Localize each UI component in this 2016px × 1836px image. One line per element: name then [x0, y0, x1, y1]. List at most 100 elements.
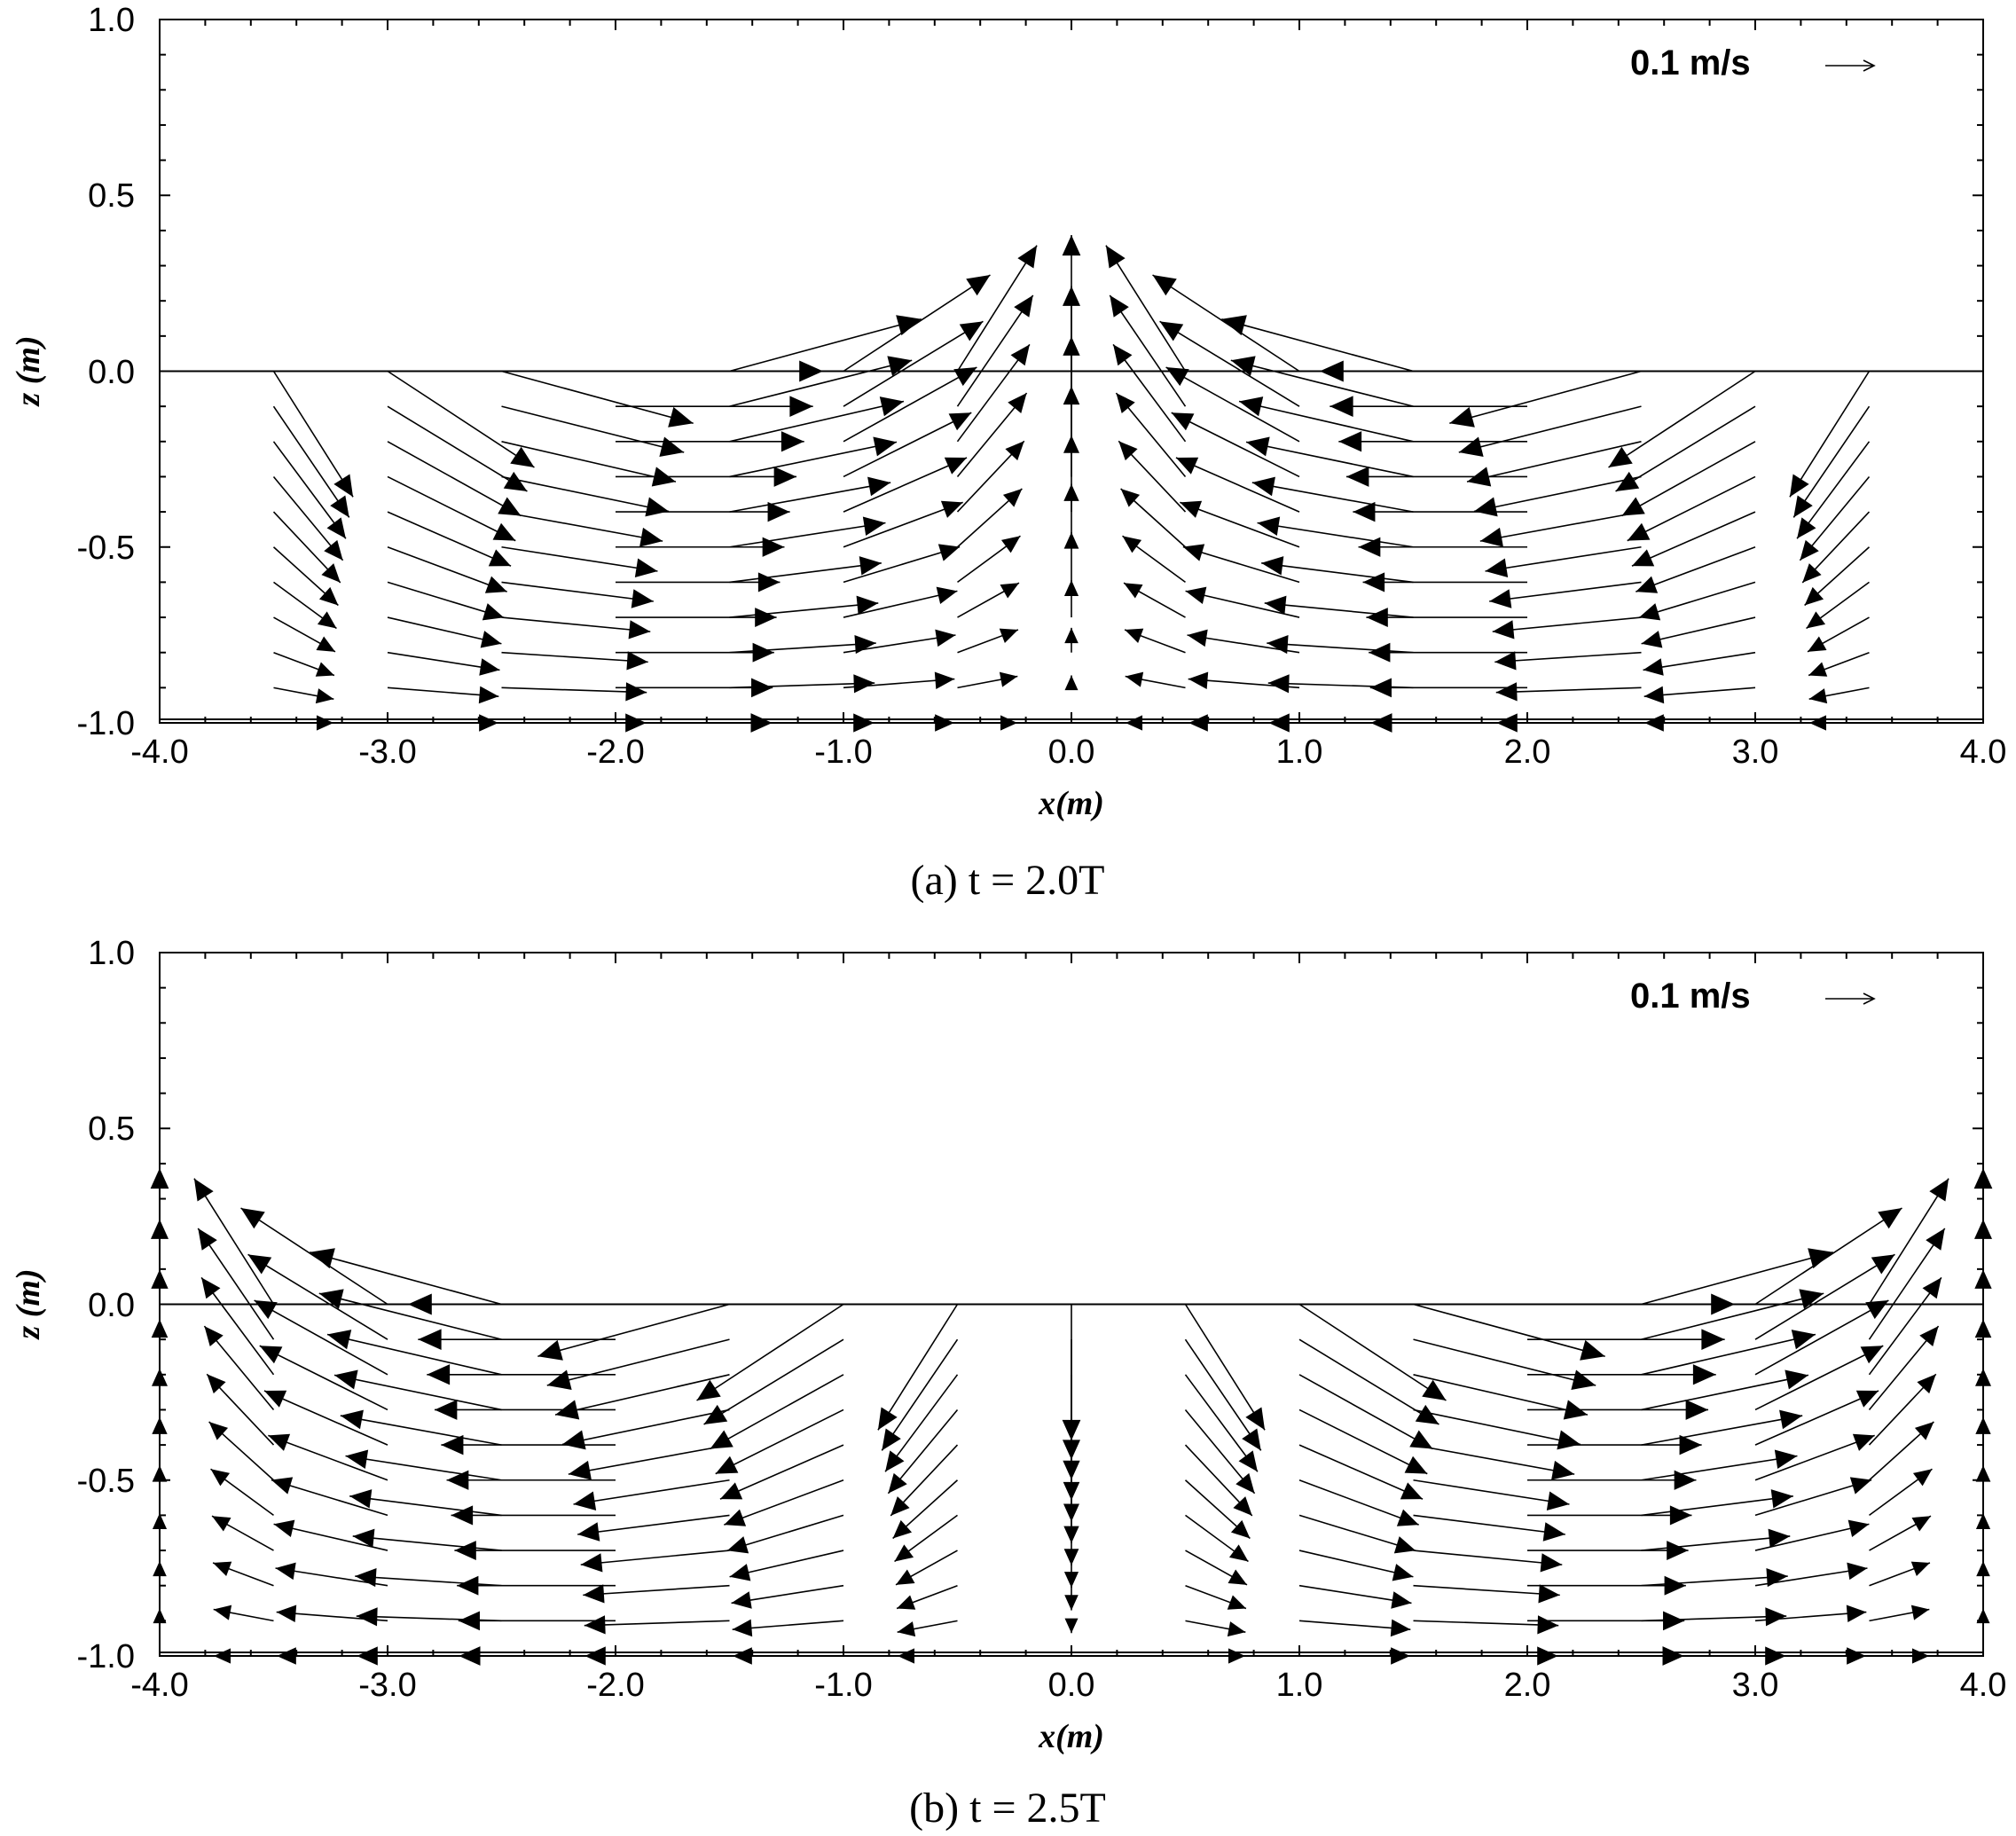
- velocity-vector: [1643, 651, 1756, 676]
- velocity-vector: [1184, 1408, 1256, 1495]
- x-axis-title: x(m): [1038, 1718, 1104, 1755]
- y-tick-label: -0.5: [77, 1463, 135, 1500]
- velocity-vector: [259, 1345, 388, 1411]
- x-tick-label: -2.0: [586, 1667, 644, 1704]
- x-tick-label: -1.0: [814, 1667, 872, 1704]
- velocity-vector: [1369, 678, 1527, 698]
- y-axis-title: z (m): [10, 1268, 47, 1340]
- velocity-vector: [843, 320, 984, 407]
- velocity-vector: [843, 274, 991, 373]
- velocity-vector: [957, 671, 1018, 689]
- velocity-vector: [1257, 516, 1414, 548]
- velocity-vector: [561, 1408, 730, 1450]
- velocity-vector: [1152, 274, 1300, 373]
- velocity-vector: [1159, 320, 1300, 407]
- velocity-vector: [271, 1477, 388, 1517]
- velocity-vector: [1975, 1513, 1991, 1551]
- velocity-vector: [1975, 1464, 1991, 1516]
- velocity-vector: [957, 715, 1018, 731]
- velocity-vector: [1489, 581, 1642, 608]
- velocity-vector: [345, 1449, 502, 1481]
- velocity-vector: [272, 371, 354, 498]
- y-tick-label: -1.0: [77, 1638, 135, 1675]
- velocity-vector: [1479, 511, 1642, 547]
- velocity-vector: [418, 1329, 616, 1350]
- velocity-vector: [1638, 581, 1756, 621]
- velocity-vector: [894, 1514, 958, 1563]
- velocity-vector: [200, 1276, 275, 1376]
- y-tick-label: 0.5: [88, 177, 135, 215]
- velocity-vector: [1063, 531, 1079, 583]
- velocity-vector: [387, 581, 505, 621]
- velocity-vector: [1754, 1477, 1872, 1517]
- velocity-vector: [1868, 1325, 1940, 1410]
- velocity-vector: [729, 556, 882, 584]
- velocity-vector: [1641, 1607, 1787, 1627]
- velocity-vector: [1458, 405, 1642, 457]
- velocity-vector: [843, 366, 977, 443]
- velocity-vector: [152, 1513, 168, 1551]
- velocity-vector: [1641, 1409, 1803, 1446]
- velocity-vector: [1869, 1605, 1930, 1622]
- velocity-vector: [1527, 1470, 1697, 1490]
- velocity-vector: [213, 1648, 274, 1664]
- velocity-vector: [1185, 1620, 1246, 1637]
- velocity-vector: [573, 1479, 730, 1511]
- velocity-vector: [843, 671, 955, 690]
- y-tick-label: 1.0: [88, 935, 135, 972]
- velocity-vector: [1298, 1550, 1414, 1581]
- velocity-vector: [454, 1541, 616, 1561]
- velocity-vector: [1105, 245, 1187, 372]
- velocity-vector: [1527, 1364, 1716, 1385]
- velocity-vector: [1298, 1514, 1416, 1554]
- velocity-vector: [957, 582, 1020, 618]
- velocity-vector: [501, 545, 658, 578]
- velocity-vector: [1345, 467, 1527, 487]
- velocity-vector: [1261, 556, 1414, 584]
- velocity-vector: [1869, 1515, 1932, 1551]
- velocity-vector: [501, 475, 670, 517]
- velocity-vector: [843, 500, 963, 548]
- y-tick-label: 0.0: [88, 1287, 135, 1324]
- velocity-vector: [387, 511, 512, 567]
- velocity-vector: [1063, 580, 1079, 618]
- velocity-vector: [895, 1550, 958, 1586]
- velocity-vector: [1615, 405, 1756, 492]
- velocity-vector: [273, 651, 335, 677]
- velocity-vector: [210, 1468, 274, 1517]
- velocity-vector: [387, 616, 502, 648]
- velocity-vector: [1643, 686, 1756, 704]
- velocity-vector: [1808, 715, 1870, 731]
- velocity-vector: [153, 1608, 167, 1624]
- reference-vector-arrow: [1825, 59, 1876, 72]
- velocity-vector: [1527, 1575, 1686, 1596]
- velocity-vector: [268, 1433, 388, 1481]
- x-tick-label: 4.0: [1960, 734, 2007, 771]
- velocity-vector: [273, 581, 337, 630]
- velocity-vector: [724, 1479, 844, 1526]
- velocity-vector: [1185, 1584, 1247, 1610]
- velocity-vector: [1641, 1289, 1824, 1340]
- velocity-vector: [616, 431, 804, 452]
- x-tick-label: -3.0: [358, 734, 416, 771]
- velocity-vector: [387, 441, 522, 517]
- velocity-vector: [1796, 441, 1871, 539]
- velocity-vector: [1118, 440, 1187, 513]
- velocity-vector: [310, 1248, 502, 1306]
- velocity-vector: [446, 1470, 616, 1490]
- y-tick-label: -1.0: [77, 705, 135, 742]
- velocity-vector: [843, 586, 958, 618]
- velocity-vector: [584, 1646, 730, 1666]
- velocity-vector: [1175, 457, 1300, 513]
- velocity-vector: [1754, 1519, 1870, 1551]
- velocity-vector: [1799, 475, 1871, 561]
- velocity-vector: [1238, 396, 1414, 443]
- y-tick-label: 1.0: [88, 2, 135, 39]
- velocity-vector: [890, 1444, 959, 1517]
- velocity-vector: [1808, 651, 1870, 677]
- velocity-vector: [1495, 682, 1642, 702]
- velocity-vector: [326, 1330, 502, 1376]
- x-tick-label: -1.0: [814, 734, 872, 771]
- velocity-vector: [501, 616, 651, 639]
